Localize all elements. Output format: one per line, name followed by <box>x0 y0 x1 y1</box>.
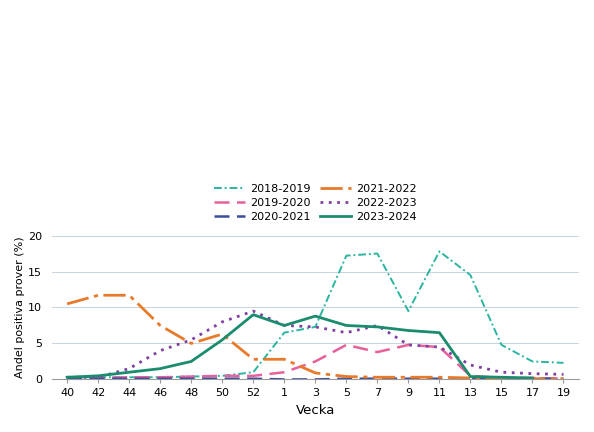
Legend: 2018-2019, 2019-2020, 2020-2021, 2021-2022, 2022-2023, 2023-2024: 2018-2019, 2019-2020, 2020-2021, 2021-20… <box>210 181 421 225</box>
Y-axis label: Andel positiva prover (%): Andel positiva prover (%) <box>15 237 25 378</box>
X-axis label: Vecka: Vecka <box>296 404 335 417</box>
